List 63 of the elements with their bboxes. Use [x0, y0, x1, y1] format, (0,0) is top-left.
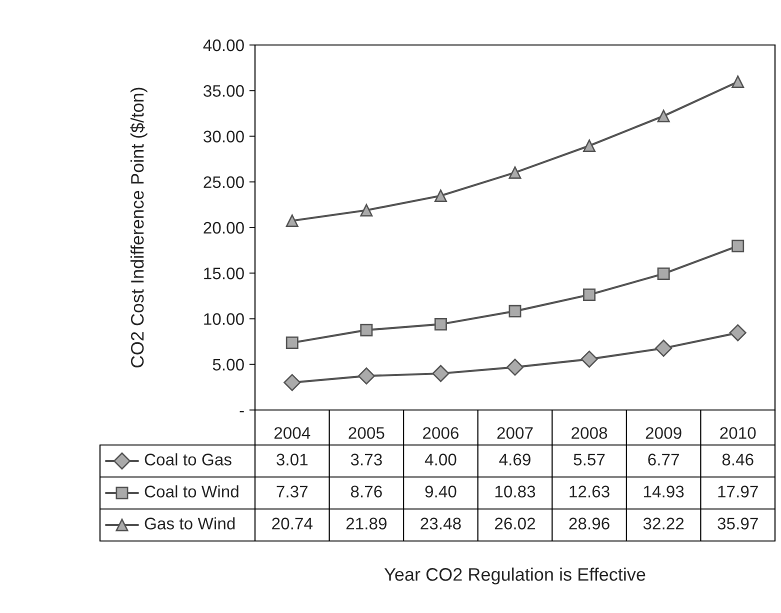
point [583, 288, 596, 301]
y-tick-label: 25.00 [204, 176, 244, 188]
x-tick-label: 2009 [646, 427, 682, 439]
point [358, 367, 375, 385]
point [434, 189, 447, 202]
data-label: 9.40 [425, 486, 456, 498]
data-label: 20.74 [272, 518, 313, 530]
point [732, 240, 744, 252]
legend-label: Coal to Wind [144, 485, 238, 498]
data-label: 4.00 [424, 454, 456, 466]
point [657, 268, 670, 280]
point [580, 350, 598, 368]
data-label: 12.63 [570, 486, 610, 498]
data-label: 21.89 [346, 518, 386, 530]
data-label: 3.01 [276, 454, 308, 466]
text: Year CO2 Regulation is Effective [384, 568, 646, 584]
point [655, 340, 672, 357]
data-label: 6.77 [648, 454, 679, 466]
y-tick-label: 20.00 [204, 222, 244, 234]
data-label: 28.96 [569, 518, 610, 530]
x-tick-label: 2005 [348, 427, 384, 439]
data-label: 10.83 [495, 486, 536, 498]
y-tick-label: 40.00 [203, 39, 244, 52]
x-tick-label: 2007 [497, 427, 533, 439]
point [286, 336, 298, 349]
data-label: 35.97 [718, 518, 758, 530]
point [729, 324, 746, 342]
point [508, 304, 522, 318]
point [360, 204, 373, 217]
x-tick-label: 2004 [274, 427, 310, 439]
point [657, 110, 670, 122]
point [732, 76, 744, 88]
y-tick-label: 15.00 [204, 268, 244, 280]
y-axis-title: CO2 Cost Indifference Point ($/ton) [130, 88, 148, 368]
point [286, 214, 298, 227]
x-tick-label: 2008 [572, 427, 608, 439]
y-tick-label: - [240, 410, 244, 412]
legend-label: Coal to Gas [144, 453, 232, 466]
y-tick-label: 30.00 [204, 130, 244, 142]
data-label: 7.37 [276, 486, 308, 498]
data-label: 26.02 [494, 518, 536, 530]
point [508, 166, 522, 179]
data-label: 3.73 [350, 454, 382, 466]
x-tick-label: 2006 [423, 427, 459, 439]
y-tick-label: 5.00 [212, 358, 244, 371]
data-label: 8.46 [722, 454, 754, 466]
point [432, 364, 450, 382]
data-label: 8.76 [350, 486, 382, 498]
data-label: 32.22 [643, 518, 684, 530]
x-tick-label: 2010 [720, 427, 756, 439]
data-label: 5.57 [574, 454, 605, 466]
point [583, 139, 596, 152]
data-label: 14.93 [644, 486, 684, 498]
point [434, 318, 447, 330]
y-tick-label: 35.00 [204, 85, 244, 97]
point [506, 358, 524, 376]
data-label: 17.97 [718, 486, 758, 498]
point [360, 324, 373, 336]
data-label: 4.69 [499, 454, 530, 466]
y-tick-label: 10.00 [204, 313, 244, 325]
point [284, 374, 301, 392]
data-label: 23.48 [420, 518, 461, 530]
legend-label: Gas to Wind [144, 517, 235, 530]
